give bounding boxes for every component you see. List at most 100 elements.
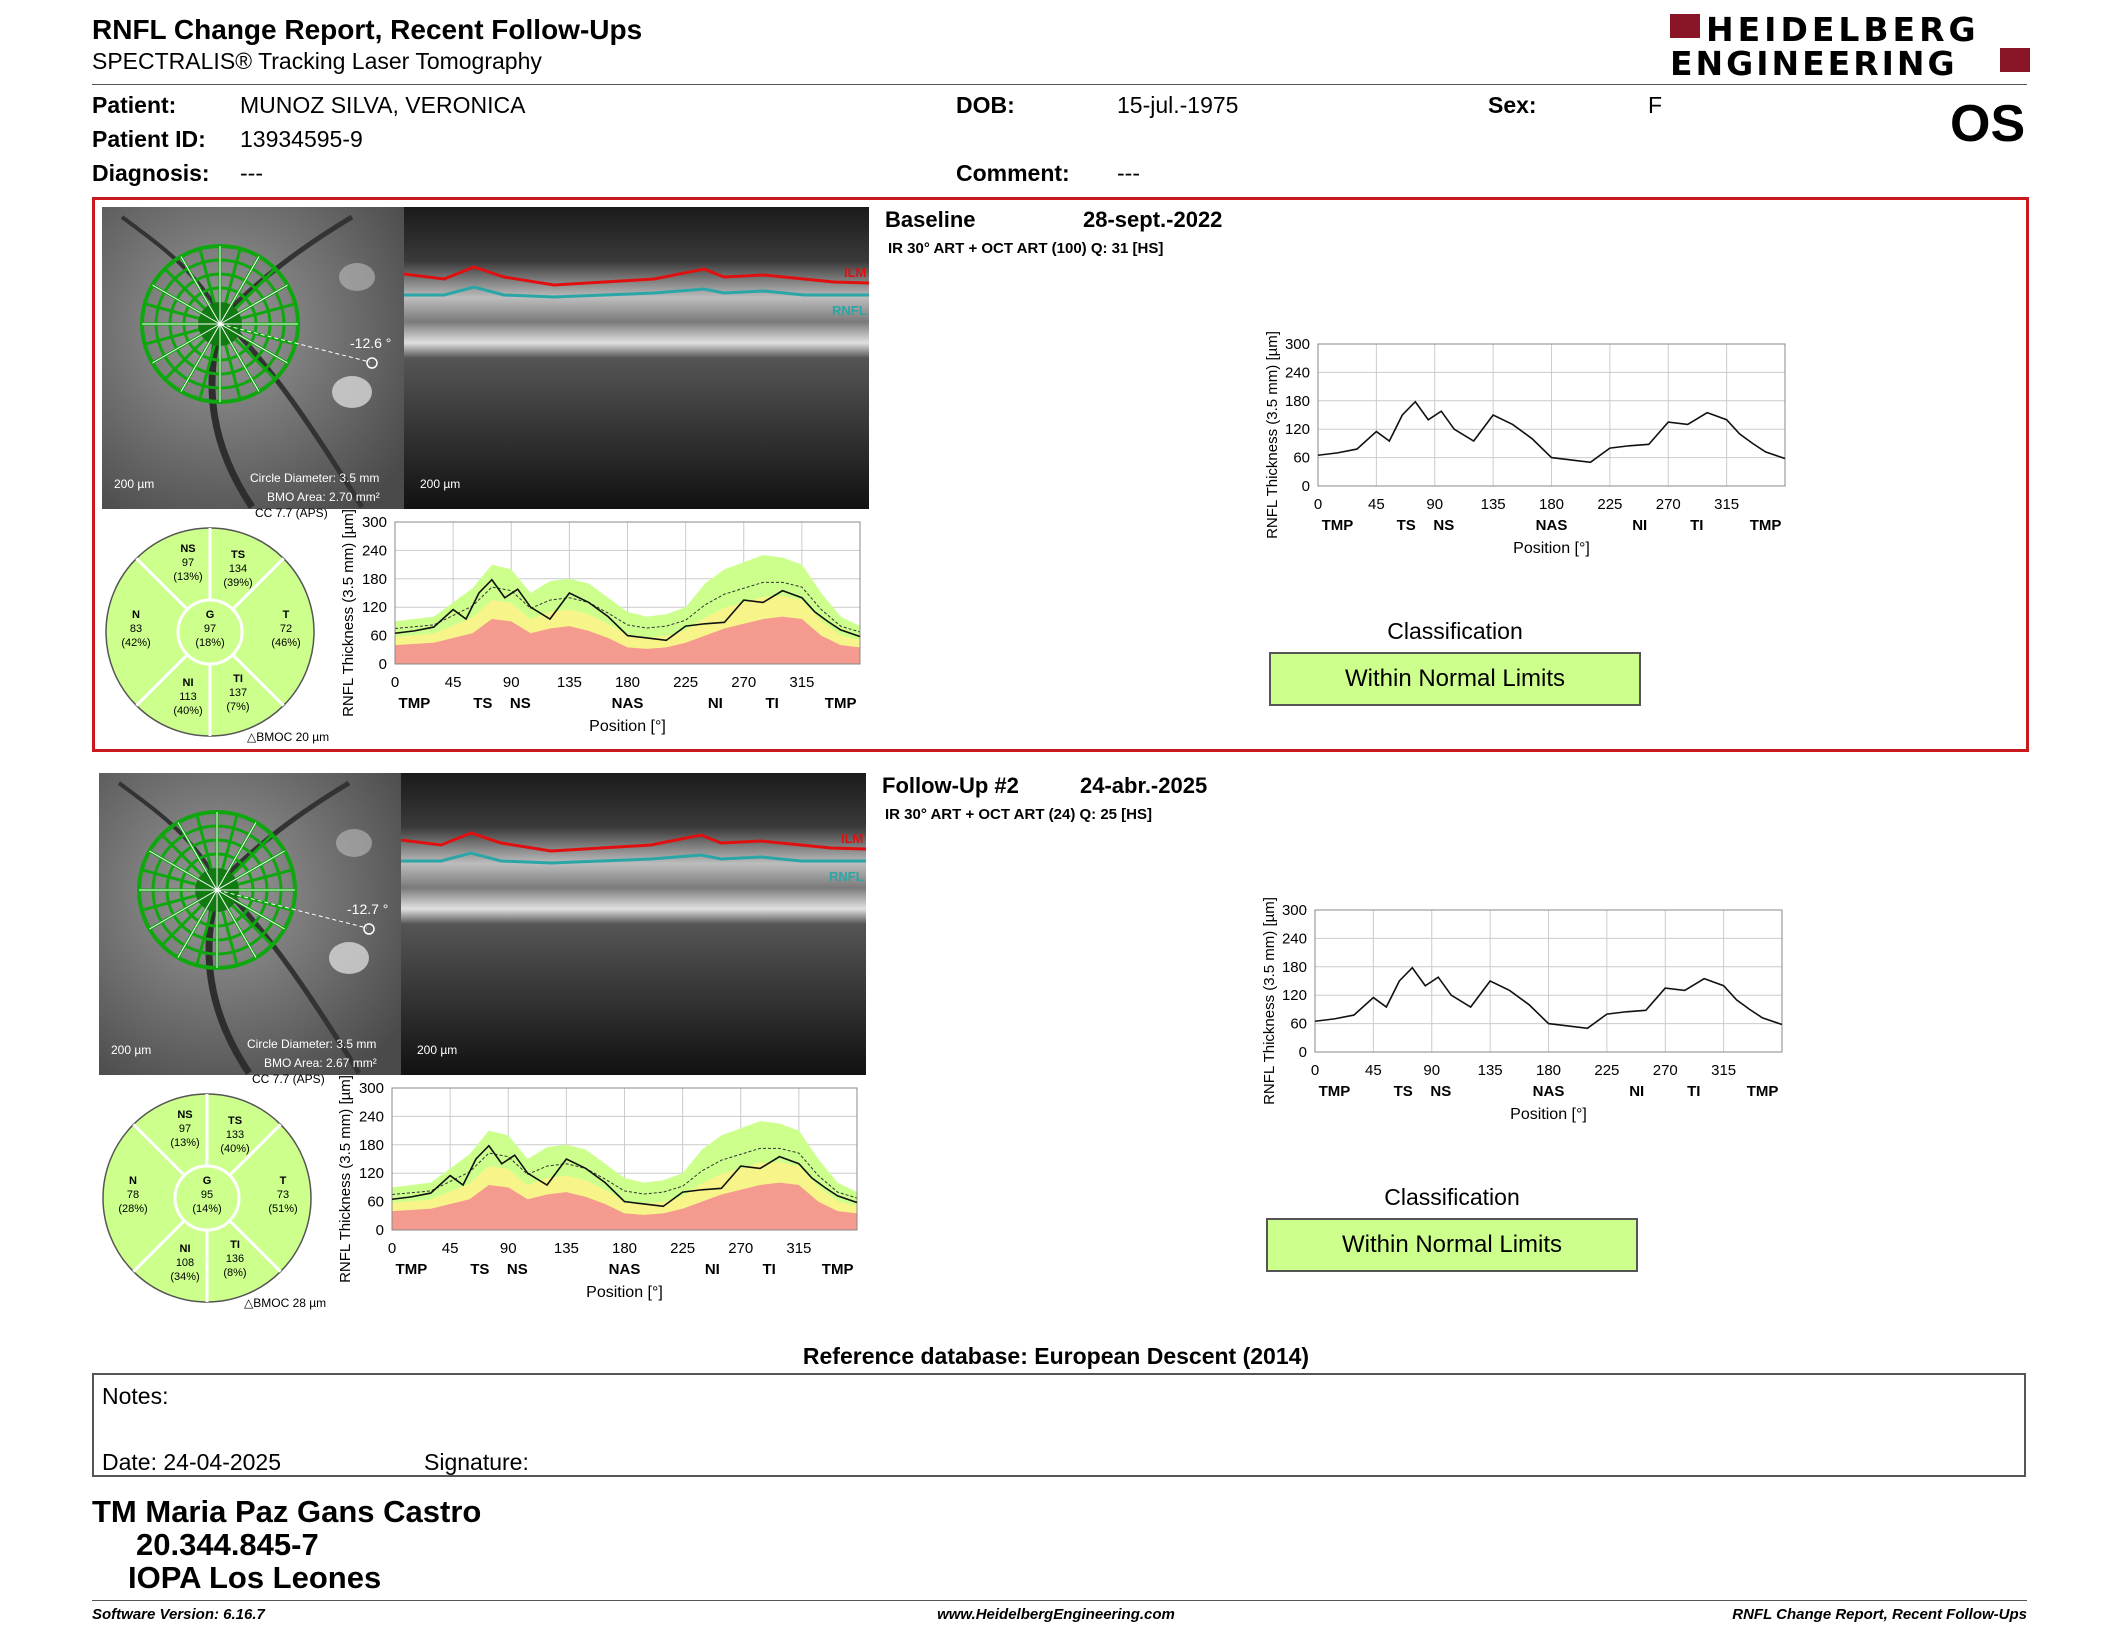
diagnosis-label: Diagnosis:: [92, 160, 210, 186]
ilm-label: ILM: [844, 265, 867, 280]
sector-ns-value: 97: [178, 1123, 192, 1135]
sector-axis-label: NI: [1629, 1083, 1644, 1100]
sector-n-pct: (28%): [118, 1203, 148, 1215]
x-tick-label: 0: [388, 1240, 396, 1257]
fundus-image: -12.6 ° 200 µm Circle Diameter: 3.5 mm B…: [102, 207, 404, 509]
sector-ti-label: TI: [233, 673, 243, 685]
footer-software: Software Version: 6.16.7: [92, 1606, 265, 1623]
sector-ti-label: TI: [230, 1239, 240, 1251]
x-axis-label: Position [°]: [586, 1284, 663, 1301]
y-tick-label: 60: [370, 628, 387, 645]
sector-axis-label: NAS: [1536, 517, 1568, 534]
y-tick-label: 300: [359, 1080, 384, 1097]
x-tick-label: 270: [728, 1240, 753, 1257]
x-tick-label: 135: [557, 674, 582, 691]
patient-id-label: Patient ID:: [92, 126, 206, 152]
rnfl-thickness-chart: 0 60 120 180 240 300 0 45 90 135 180 225 270 315 TMP TS…: [340, 510, 861, 735]
sector-ti-value: 137: [228, 687, 248, 699]
sector-t-value: 73: [276, 1189, 290, 1201]
oct-bscan: ILM RNFL 200 µm: [401, 773, 866, 1075]
sector-g-pct: (18%): [195, 637, 225, 649]
sector-axis-label: NI: [1632, 517, 1647, 534]
sector-t: T 73 (51%): [258, 1174, 308, 1216]
rnfl-label: RNFL: [832, 303, 867, 318]
sector-t-pct: (51%): [268, 1203, 298, 1215]
sector-axis-label: NAS: [609, 1261, 641, 1278]
x-tick-label: 90: [1423, 1062, 1440, 1079]
x-tick-label: 45: [1368, 496, 1385, 513]
oct-bscan: ILM RNFL 200 µm: [404, 207, 869, 509]
y-tick-label: 0: [376, 1222, 384, 1239]
dob-value: 15-jul.-1975: [1117, 92, 1239, 118]
rnfl-thickness-chart: 0 60 120 180 240 300 0 45 90 135 180 225 270 315 TMP TS…: [337, 1076, 858, 1301]
rnfl-scan-circle: [137, 810, 375, 970]
y-axis-label: RNFL Thickness (3.5 mm) [µm]: [1264, 331, 1281, 539]
classification-result: Within Normal Limits: [1269, 652, 1641, 706]
exam-date: 24-abr.-2025: [1080, 773, 1208, 798]
signer-place: IOPA Los Leones: [128, 1560, 382, 1595]
comment-value: ---: [1117, 160, 1140, 186]
exam-acquisition: IR 30° ART + OCT ART (24) Q: 25 [HS]: [885, 806, 1153, 823]
eye-label: OS: [1950, 95, 2026, 153]
sector-t-label: T: [282, 609, 290, 621]
notes-box[interactable]: Notes: Date: 24-04-2025 Signature:: [92, 1373, 2026, 1477]
x-tick-label: 135: [554, 1240, 579, 1257]
sector-g: G 97 (18%): [185, 608, 235, 650]
footer-url[interactable]: www.HeidelbergEngineering.com: [937, 1606, 1175, 1623]
x-tick-label: 0: [391, 674, 399, 691]
y-tick-label: 120: [359, 1165, 384, 1182]
diagnosis-value: ---: [240, 160, 263, 186]
sector-ns-pct: (13%): [173, 571, 203, 583]
exam-heading: Follow-Up #2: [882, 773, 1019, 798]
y-axis-label: RNFL Thickness (3.5 mm) [µm]: [1261, 897, 1278, 1105]
sector-ni-value: 108: [175, 1257, 195, 1269]
sector-axis-label: TMP: [1747, 1083, 1779, 1100]
notes-date: Date: 24-04-2025: [102, 1449, 282, 1475]
sector-axis-label: NI: [708, 695, 723, 712]
y-tick-label: 240: [362, 542, 387, 559]
sector-n: N 83 (42%): [111, 608, 161, 650]
sector-n: N 78 (28%): [108, 1174, 158, 1216]
x-tick-label: 315: [789, 674, 814, 691]
y-axis-label: RNFL Thickness (3.5 mm) [µm]: [340, 510, 357, 717]
y-tick-label: 300: [1285, 336, 1310, 353]
sector-axis-label: TMP: [396, 1261, 428, 1278]
bmo-area: BMO Area: 2.70 mm²: [267, 490, 380, 504]
y-tick-label: 0: [379, 656, 387, 673]
classification-result: Within Normal Limits: [1266, 1218, 1638, 1272]
x-tick-label: 225: [673, 674, 698, 691]
cc-label: CC 7.7 (APS): [252, 1072, 325, 1086]
x-tick-label: 225: [1597, 496, 1622, 513]
y-tick-label: 120: [1282, 987, 1307, 1004]
y-tick-label: 240: [1285, 364, 1310, 381]
sector-g-pct: (14%): [192, 1203, 222, 1215]
sector-axis-label: NS: [1433, 517, 1454, 534]
sex-value: F: [1648, 92, 1663, 118]
plot-frame: [1314, 909, 1783, 1053]
rnfl-thickness-line: [1317, 400, 1786, 464]
x-tick-label: 90: [503, 674, 520, 691]
sector-ts-pct: (39%): [223, 577, 253, 589]
bmoc-value: BMOC 20 µm: [256, 730, 330, 744]
oct-scale: 200 µm: [420, 477, 461, 491]
dob-label: DOB:: [956, 92, 1015, 118]
sector-ts-pct: (40%): [220, 1143, 250, 1155]
y-tick-label: 300: [362, 514, 387, 531]
x-tick-label: 0: [1314, 496, 1322, 513]
y-tick-label: 180: [1282, 959, 1307, 976]
bmoc-label: △BMOC 28 µm: [244, 1296, 327, 1310]
x-tick-label: 90: [500, 1240, 517, 1257]
y-tick-label: 120: [1285, 421, 1310, 438]
y-tick-label: 60: [367, 1194, 384, 1211]
y-tick-label: 300: [1282, 902, 1307, 919]
sector-axis-label: NAS: [612, 695, 644, 712]
x-tick-label: 315: [1711, 1062, 1736, 1079]
sector-n-value: 83: [129, 623, 143, 635]
sector-ni: NI 113 (40%): [163, 676, 213, 718]
ilm-label: ILM: [841, 831, 864, 846]
sector-ni-label: NI: [182, 677, 194, 689]
y-tick-label: 240: [359, 1108, 384, 1125]
outside-band: [392, 1182, 857, 1230]
sector-ns: NS 97 (13%): [160, 1108, 210, 1150]
sector-ti: TI 137 (7%): [213, 672, 263, 714]
